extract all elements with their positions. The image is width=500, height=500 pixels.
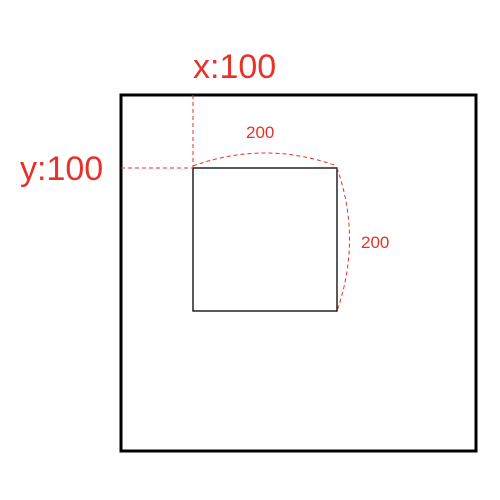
height-label: 200 [361, 233, 389, 252]
inner-square [192, 167, 338, 312]
width-label: 200 [246, 123, 274, 142]
width-dimension-arc [192, 152, 338, 167]
x-origin-label: x:100 [193, 48, 276, 86]
height-dimension-arc [336, 167, 350, 312]
canvas-frame [119, 93, 478, 453]
y-origin-label: y:100 [20, 150, 103, 188]
